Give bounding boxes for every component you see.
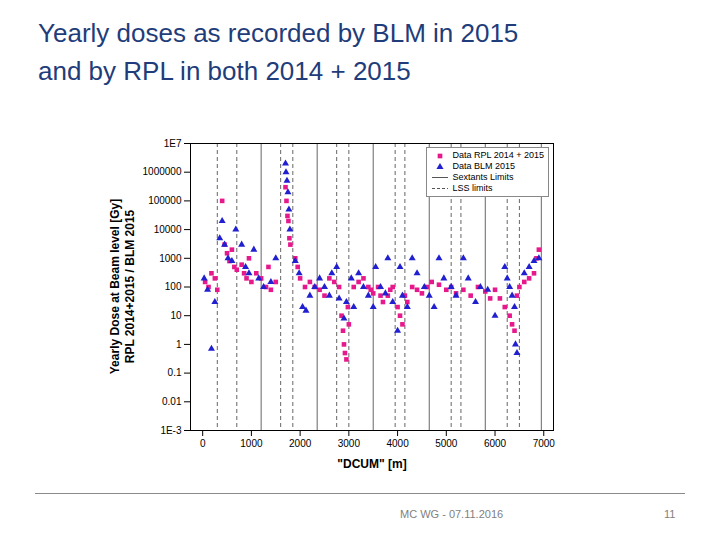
svg-text:5000: 5000 [435,438,458,449]
svg-text:6000: 6000 [484,438,507,449]
svg-text:RPL 2014+2015 / BLM 2015: RPL 2014+2015 / BLM 2015 [123,209,137,363]
svg-text:0.01: 0.01 [162,396,182,407]
svg-text:3000: 3000 [338,438,361,449]
svg-text:4000: 4000 [386,438,409,449]
svg-text:Yearly Dose at Beam level [Gy]: Yearly Dose at Beam level [Gy] [108,199,122,374]
svg-text:1: 1 [176,339,182,350]
html-text:11: 11 [664,508,676,520]
svg-text:7000: 7000 [533,438,556,449]
html-text:Yearly doses as recorded by BL: Yearly doses as recorded by BLM in 2015 … [38,18,519,86]
html-text:MC WG - 07.11.2016: MC WG - 07.11.2016 [400,508,504,520]
svg-text:1000: 1000 [240,438,263,449]
svg-text:10: 10 [170,310,182,321]
svg-text:0: 0 [200,438,206,449]
svg-text:100: 100 [165,281,182,292]
html-text:Sextants Limits: Sextants Limits [452,172,514,182]
svg-text:1000: 1000 [159,253,182,264]
svg-text:1E7: 1E7 [164,138,182,149]
svg-text:1000000: 1000000 [143,166,182,177]
svg-text:"DCUM" [m]: "DCUM" [m] [337,457,406,471]
svg-text:2000: 2000 [289,438,312,449]
html-text:Data BLM 2015: Data BLM 2015 [452,161,515,171]
html-text:LSS limits: LSS limits [452,183,493,193]
svg-text:10000: 10000 [154,224,182,235]
svg-text:100000: 100000 [148,195,182,206]
svg-text:0.1: 0.1 [168,367,182,378]
svg-text:1E-3: 1E-3 [160,425,182,436]
html-text:Data RPL 2014 + 2015: Data RPL 2014 + 2015 [452,150,544,160]
